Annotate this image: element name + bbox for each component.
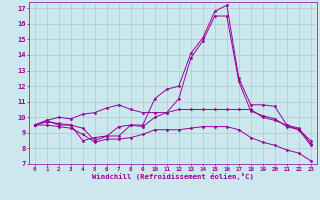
X-axis label: Windchill (Refroidissement éolien,°C): Windchill (Refroidissement éolien,°C): [92, 173, 254, 180]
